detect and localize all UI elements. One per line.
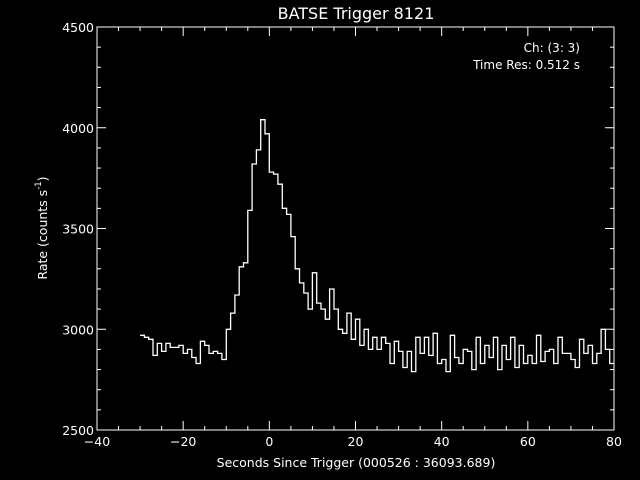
plot-frame	[96, 26, 615, 431]
x-tick-label: −40	[84, 434, 110, 449]
x-tick-label: −20	[170, 434, 196, 449]
chart-title: BATSE Trigger 8121	[278, 4, 435, 23]
y-axis-label-superscript: -1	[34, 181, 44, 189]
x-tick-label: 40	[434, 434, 450, 449]
channel-annotation: Ch: (3: 3)	[524, 41, 580, 55]
x-axis-label: Seconds Since Trigger (000526 : 36093.68…	[217, 455, 496, 470]
y-axis-label-close: )	[35, 176, 50, 181]
tick-labels: −40 −20 0 20 40 60 80 2500 3000 3500 4000 4500	[62, 20, 622, 449]
y-axis-label-main: Rate (counts s	[35, 190, 50, 280]
y-axis-label: Rate (counts s-1)	[34, 176, 50, 279]
x-tick-label: 20	[348, 434, 364, 449]
x-tick-label: 60	[520, 434, 536, 449]
axis-ticks	[96, 26, 615, 431]
x-tick-label: 0	[265, 434, 273, 449]
y-tick-label: 3500	[62, 222, 94, 237]
y-tick-label: 4500	[62, 20, 94, 35]
y-tick-label: 2500	[62, 423, 94, 438]
time-resolution-annotation: Time Res: 0.512 s	[472, 58, 580, 72]
y-tick-label: 3000	[62, 322, 94, 337]
x-tick-label: 80	[606, 434, 622, 449]
y-tick-label: 4000	[62, 121, 94, 136]
series-line	[140, 119, 614, 373]
